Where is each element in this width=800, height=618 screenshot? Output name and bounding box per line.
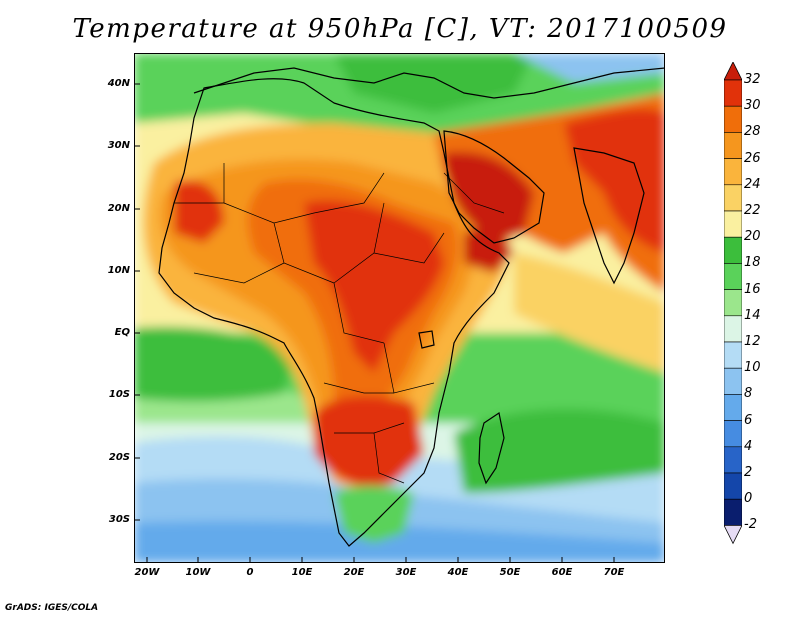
lat-label-20n: 20N: [107, 203, 130, 214]
colorbar-label: 24: [744, 176, 761, 192]
lon-label-30e: 30E: [395, 567, 417, 578]
colorbar-swatch: [724, 315, 742, 343]
colorbar-label: 0: [744, 491, 753, 507]
colorbar-swatch: [724, 446, 742, 474]
temperature-map: [134, 53, 665, 563]
map-title: Temperature at 950hPa [C], VT: 201710050…: [72, 14, 728, 44]
lon-label-10w: 10W: [185, 567, 211, 578]
colorbar-swatch: [724, 184, 742, 212]
lon-label-50e: 50E: [499, 567, 521, 578]
lat-label-10n: 10N: [107, 265, 130, 276]
lon-label-40e: 40E: [447, 567, 469, 578]
lon-label-70e: 70E: [603, 567, 625, 578]
colorbar-swatch: [724, 472, 742, 500]
colorbar-swatch: [724, 420, 742, 448]
colorbar-swatch: [724, 79, 742, 107]
colorbar-label: 22: [744, 203, 761, 218]
colorbar-swatch: [724, 289, 742, 317]
colorbar-label: 14: [744, 307, 761, 323]
lat-label-10s: 10S: [108, 389, 130, 400]
coastlines: [158, 67, 665, 547]
colorbar-label: 8: [744, 386, 753, 402]
colorbar-label: 20: [744, 229, 761, 245]
colorbar-swatch: [724, 498, 742, 526]
lon-label-20e: 20E: [343, 567, 365, 578]
colorbar-label: 30: [744, 98, 761, 114]
colorbar-swatch: [724, 263, 742, 290]
colorbar: [724, 62, 742, 545]
colorbar-label: 32: [744, 72, 761, 87]
colorbar-label: 18: [744, 255, 761, 271]
colorbar-label: 4: [744, 438, 753, 454]
lat-label-30s: 30S: [108, 514, 130, 525]
colorbar-top-arrow: [724, 62, 742, 81]
axis-ticks: [134, 83, 615, 563]
country-borders: [174, 163, 505, 484]
lat-label-20s: 20S: [108, 452, 130, 463]
temperature-field: [134, 53, 665, 563]
colorbar-label: 16: [744, 281, 761, 297]
colorbar-swatch: [724, 132, 742, 159]
colorbar-label: 12: [744, 334, 761, 349]
lon-label-20w: 20W: [134, 567, 160, 578]
colorbar-swatch: [724, 158, 742, 186]
colorbar-label: 6: [744, 412, 753, 428]
colorbar-swatch: [724, 341, 742, 369]
colorbar-swatch: [724, 210, 742, 238]
lat-label-30n: 30N: [107, 140, 130, 151]
colorbar-swatch: [724, 394, 742, 421]
colorbar-swatch: [724, 367, 742, 395]
lon-label-10e: 10E: [291, 567, 313, 578]
colorbar-swatch: [724, 236, 742, 264]
colorbar-bottom-arrow: [724, 525, 742, 545]
lat-label-40n: 40N: [107, 78, 130, 89]
colorbar-label: -2: [744, 517, 757, 533]
lon-label-60e: 60E: [551, 567, 573, 578]
colorbar-label: 2: [744, 465, 753, 480]
colorbar-swatch: [724, 105, 742, 133]
grads-credit: GrADS: IGES/COLA: [5, 603, 99, 613]
lon-label-0: 0: [246, 567, 254, 578]
colorbar-label: 10: [744, 360, 761, 376]
colorbar-label: 28: [744, 124, 761, 140]
lat-label-eq: EQ: [114, 327, 130, 338]
colorbar-label: 26: [744, 150, 761, 166]
